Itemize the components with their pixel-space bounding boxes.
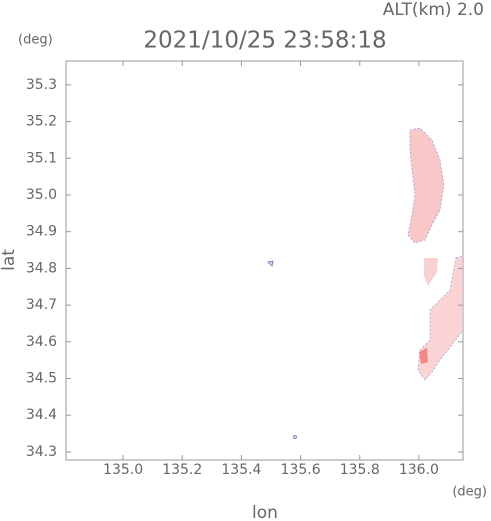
echo bbox=[419, 348, 428, 364]
y-tick-label: 34.8 bbox=[26, 260, 57, 276]
plot-frame bbox=[65, 60, 464, 461]
x-tick-label: 136.0 bbox=[399, 462, 439, 478]
chart-title: 2021/10/25 23:58:18 bbox=[143, 28, 386, 54]
y-unit: (deg) bbox=[18, 33, 53, 48]
echo bbox=[267, 260, 274, 267]
echo bbox=[293, 435, 297, 439]
y-tick-label: 34.7 bbox=[26, 297, 57, 313]
y-axis-label: lat bbox=[0, 249, 19, 271]
y-tick-label: 35.0 bbox=[26, 187, 57, 203]
x-tick-label: 135.6 bbox=[281, 462, 321, 478]
altitude-label: ALT(km) 2.0 bbox=[383, 0, 484, 20]
echoes bbox=[267, 127, 464, 439]
x-tick-label: 135.8 bbox=[340, 462, 380, 478]
x-unit: (deg) bbox=[452, 485, 487, 500]
x-axis-label: lon bbox=[252, 503, 278, 521]
y-tick-label: 34.6 bbox=[26, 334, 57, 350]
x-tick-label: 135.4 bbox=[221, 462, 261, 478]
echo bbox=[424, 258, 438, 286]
echo bbox=[417, 255, 464, 381]
x-tick-label: 135.0 bbox=[103, 462, 143, 478]
y-tick-label: 35.3 bbox=[26, 77, 57, 93]
y-tick-label: 35.2 bbox=[26, 114, 57, 130]
x-tick-label: 135.2 bbox=[162, 462, 202, 478]
y-tick-label: 34.5 bbox=[26, 371, 57, 387]
y-tick-label: 34.3 bbox=[26, 444, 57, 460]
y-tick-label: 35.1 bbox=[26, 150, 57, 166]
y-tick-label: 34.9 bbox=[26, 224, 57, 240]
echo bbox=[407, 127, 445, 244]
y-tick-label: 34.4 bbox=[26, 407, 57, 423]
